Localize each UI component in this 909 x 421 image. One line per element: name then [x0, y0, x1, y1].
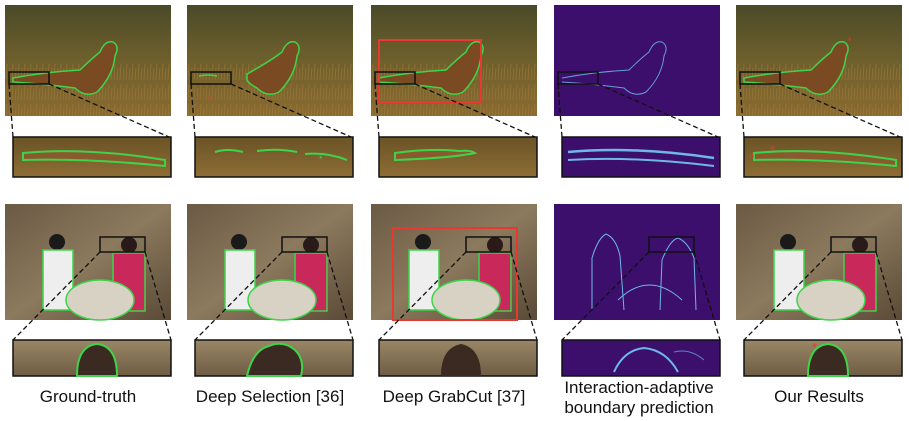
- label-ours: Our Results: [774, 387, 864, 406]
- pheasant-image: *: [736, 5, 902, 116]
- drum-image: [187, 204, 353, 321]
- label-boundary-line2: boundary prediction: [564, 398, 714, 417]
- pheasant-boundary-zoom: [557, 83, 721, 178]
- svg-text:*: *: [848, 36, 852, 46]
- column-ground-truth: [5, 5, 172, 377]
- drum-zoom: *: [743, 251, 903, 377]
- svg-text:+ +: + +: [201, 93, 213, 102]
- drum-zoom: [194, 251, 354, 377]
- drum-image: [736, 204, 902, 321]
- pheasant-zoom: * *: [739, 83, 903, 178]
- pheasant-image: [371, 5, 537, 116]
- pheasant-image: [5, 5, 171, 116]
- column-ours: * * * *: [736, 5, 903, 377]
- label-boundary-line1: Interaction-adaptive: [564, 378, 714, 397]
- svg-text:*: *: [319, 154, 323, 164]
- label-deep-selection: Deep Selection [36]: [195, 387, 345, 406]
- pheasant-zoom: *: [190, 83, 354, 178]
- drum-zoom: [12, 251, 172, 377]
- click-marker-icon: *: [750, 151, 755, 165]
- drum-boundary-zoom: [561, 251, 721, 377]
- click-marker-icon: *: [770, 143, 775, 157]
- drum-image: [5, 204, 171, 321]
- label-deep-grabcut: Deep GrabCut [37]: [382, 387, 526, 406]
- pheasant-boundary-map: [554, 5, 720, 116]
- column-boundary: [554, 5, 721, 377]
- label-ground-truth: Ground-truth: [39, 387, 137, 406]
- pheasant-zoom: [374, 83, 538, 178]
- drum-zoom: [378, 251, 538, 377]
- column-deep-selection: + + *: [187, 5, 354, 377]
- label-boundary: Interaction-adaptive boundary prediction: [546, 378, 732, 418]
- drum-boundary-map: [554, 204, 720, 320]
- drum-image: [371, 204, 537, 321]
- pheasant-image: + +: [187, 5, 353, 116]
- pheasant-zoom: [8, 83, 172, 178]
- column-deep-grabcut: [371, 5, 538, 377]
- click-marker-icon: *: [812, 340, 817, 355]
